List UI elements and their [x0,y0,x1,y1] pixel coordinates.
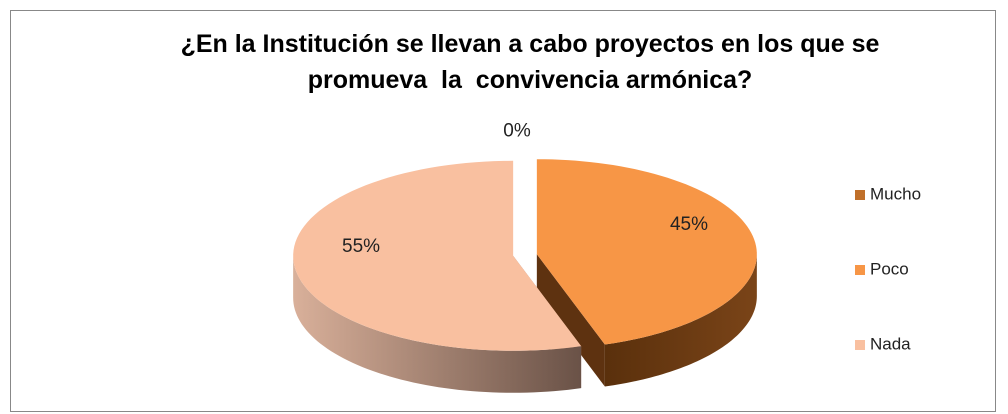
legend-swatch [855,265,865,275]
legend-label: Nada [870,334,911,353]
legend-label: Mucho [870,184,921,203]
slice-side [293,255,582,393]
chart-frame [10,10,996,412]
chart-title: ¿En la Institución se llevan a cabo proy… [180,30,887,94]
slice-side [604,254,757,387]
legend-swatch [855,190,865,200]
legend-label: Poco [870,259,909,278]
slice-top [293,160,582,351]
slice-top [536,159,757,345]
pie-slice [293,160,582,393]
slice-cut-face [536,254,605,387]
pie-slice [536,159,757,387]
legend-swatch [855,340,865,350]
data-label: 45% [670,214,708,235]
data-label: 55% [342,236,380,257]
data-label: 0% [503,121,531,142]
